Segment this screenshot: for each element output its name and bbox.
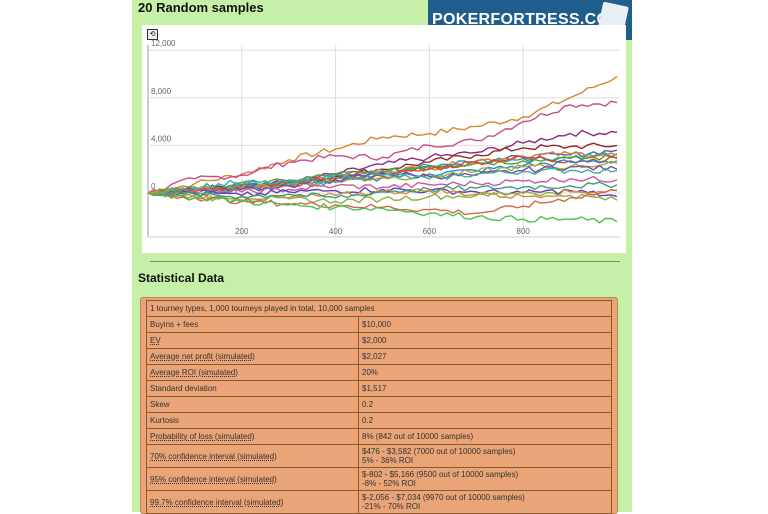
series-line-2 bbox=[147, 100, 618, 194]
stat-label: Standard deviation bbox=[146, 380, 359, 397]
y-tick-label: 4,000 bbox=[151, 134, 172, 143]
x-tick-label: 400 bbox=[329, 227, 343, 236]
section-title: Statistical Data bbox=[138, 271, 225, 285]
chart-container bbox=[142, 25, 626, 253]
series-line-20 bbox=[147, 192, 618, 224]
table-row: 70% confidence interval (simulated) $476… bbox=[146, 444, 612, 468]
chart-title: 20 Random samples bbox=[138, 0, 264, 15]
stat-value: 8% (842 out of 10000 samples) bbox=[358, 428, 612, 445]
series-line-12 bbox=[147, 164, 618, 197]
x-tick-label: 600 bbox=[423, 227, 437, 236]
stat-label: Skew bbox=[146, 396, 359, 413]
stat-label: EV bbox=[146, 332, 359, 349]
table-row: Skew 0.2 bbox=[146, 396, 612, 413]
stat-label: 70% confidence interval (simulated) bbox=[146, 444, 359, 468]
table-row: Standard deviation $1,517 bbox=[146, 380, 612, 397]
summary-cell: 1 tourney types, 1,000 tourneys played i… bbox=[146, 300, 612, 317]
stat-value: $-802 - $5,166 (9500 out of 10000 sample… bbox=[358, 467, 612, 491]
series-line-1 bbox=[147, 75, 618, 194]
stats-table: 1 tourney types, 1,000 tourneys played i… bbox=[146, 300, 612, 514]
table-row: Average ROI (simulated) 20% bbox=[146, 364, 612, 381]
table-row: Kurtosis 0.2 bbox=[146, 412, 612, 429]
stat-value: $2,000 bbox=[358, 332, 612, 349]
logo-text: POKERFORTRESS.COM bbox=[432, 11, 623, 28]
stat-label: 95% confidence interval (simulated) bbox=[146, 467, 359, 491]
stat-label: Kurtosis bbox=[146, 412, 359, 429]
table-row: Average net profit (simulated) $2,027 bbox=[146, 348, 612, 365]
y-tick-label: 12,000 bbox=[151, 39, 176, 48]
y-tick-label: 0 bbox=[151, 182, 156, 191]
stat-value: 20% bbox=[358, 364, 612, 381]
divider bbox=[150, 261, 620, 262]
stat-value: $1,517 bbox=[358, 380, 612, 397]
x-tick-label: 800 bbox=[517, 227, 531, 236]
stat-label: Probability of loss (simulated) bbox=[146, 428, 359, 445]
y-tick-label: 8,000 bbox=[151, 87, 172, 96]
x-tick-label: 200 bbox=[235, 227, 249, 236]
table-row: 99.7% confidence interval (simulated) $-… bbox=[146, 490, 612, 514]
table-row: Probability of loss (simulated) 8% (842 … bbox=[146, 428, 612, 445]
stat-value: 0.2 bbox=[358, 412, 612, 429]
table-row: 95% confidence interval (simulated) $-80… bbox=[146, 467, 612, 491]
stat-value: $10,000 bbox=[358, 316, 612, 333]
stat-value: $476 - $3,582 (7000 out of 10000 samples… bbox=[358, 444, 612, 468]
stat-label: Buyins + fees bbox=[146, 316, 359, 333]
table-row: EV $2,000 bbox=[146, 332, 612, 349]
stat-value: 0.2 bbox=[358, 396, 612, 413]
table-row: Buyins + fees $10,000 bbox=[146, 316, 612, 333]
stat-label: Average net profit (simulated) bbox=[146, 348, 359, 365]
stat-value: $2,027 bbox=[358, 348, 612, 365]
series-line-11 bbox=[147, 160, 618, 194]
reset-zoom-icon[interactable]: ⟲ bbox=[147, 29, 158, 40]
stat-label: 99.7% confidence interval (simulated) bbox=[146, 490, 359, 514]
series-line-19 bbox=[147, 181, 618, 200]
stat-value: $-2,056 - $7,034 (9970 out of 10000 samp… bbox=[358, 490, 612, 514]
series-line-15 bbox=[147, 186, 618, 198]
stat-label: Average ROI (simulated) bbox=[146, 364, 359, 381]
series-line-13 bbox=[147, 167, 618, 196]
table-row: 1 tourney types, 1,000 tourneys played i… bbox=[146, 300, 612, 317]
